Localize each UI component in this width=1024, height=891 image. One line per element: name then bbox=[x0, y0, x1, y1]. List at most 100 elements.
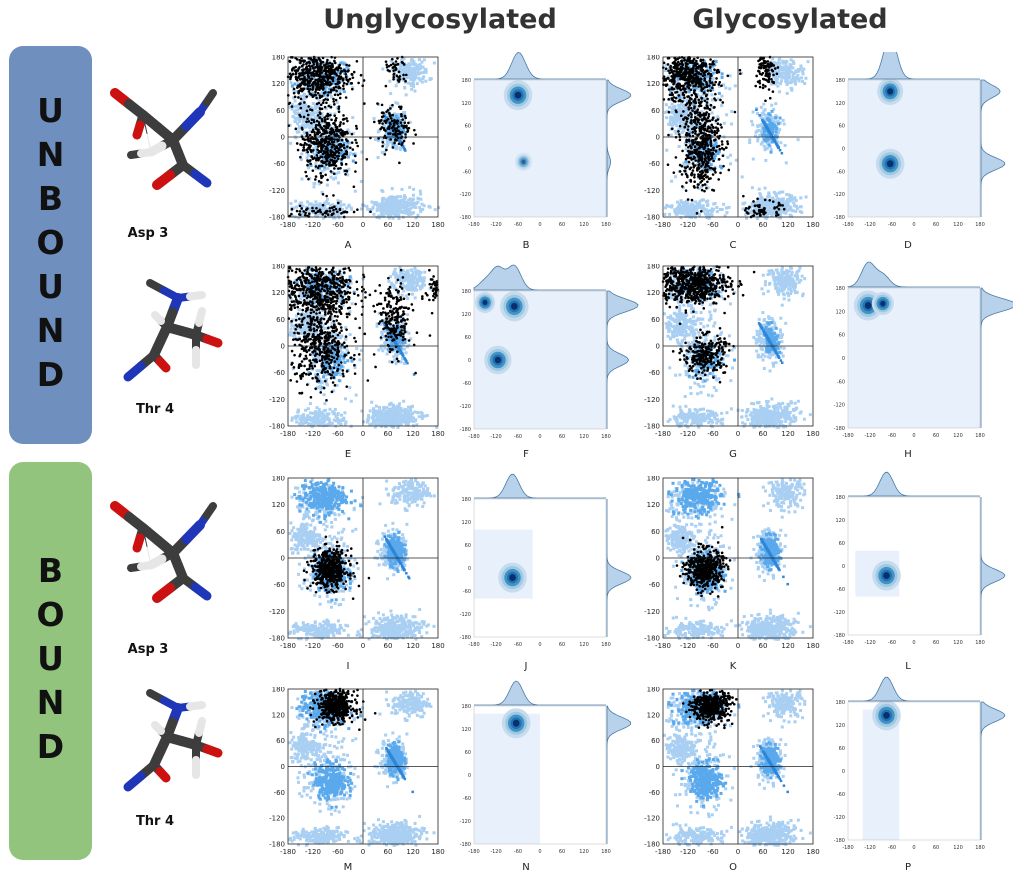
x-tick-label: 120 bbox=[406, 848, 419, 856]
y-tick-label: 180 bbox=[461, 78, 471, 84]
y-tick-label: 120 bbox=[272, 80, 285, 88]
y-tick-label: -180 bbox=[834, 426, 845, 432]
y-tick-label: -180 bbox=[460, 427, 471, 433]
y-tick-label: -180 bbox=[269, 635, 285, 643]
x-tick-label: 60 bbox=[384, 642, 393, 650]
x-tick-label: -60 bbox=[888, 222, 896, 228]
y-tick-label: -60 bbox=[274, 581, 285, 589]
x-tick-label: 0 bbox=[361, 221, 365, 229]
x-tick-label: 180 bbox=[806, 848, 819, 856]
y-tick-label: 180 bbox=[647, 687, 660, 694]
y-tick-label: -180 bbox=[834, 215, 845, 221]
x-tick-label: 180 bbox=[601, 642, 611, 648]
band-letter: D bbox=[37, 354, 64, 395]
x-tick-label: 180 bbox=[806, 642, 819, 650]
kde-plot-l: -180 180 -120 120 -60 60 0 0 60 -60 120 -120 180 -180 bbox=[834, 471, 1006, 646]
y-tick-label: 120 bbox=[461, 101, 471, 107]
x-tick-label: -60 bbox=[332, 642, 343, 650]
x-tick-label: 120 bbox=[953, 433, 963, 439]
y-tick-label: 60 bbox=[651, 316, 660, 324]
x-tick-label: -120 bbox=[864, 433, 875, 439]
panel-letter-n: N bbox=[516, 862, 536, 873]
molecule-label: Thr 4 bbox=[115, 814, 195, 829]
x-tick-label: 0 bbox=[538, 642, 541, 648]
panel-letter-e: E bbox=[338, 449, 358, 460]
x-tick-label: -60 bbox=[888, 845, 896, 851]
x-tick-label: 180 bbox=[431, 848, 444, 856]
y-tick-label: 60 bbox=[276, 316, 285, 324]
x-tick-label: -180 bbox=[655, 848, 671, 856]
y-tick-label: -60 bbox=[837, 169, 845, 175]
x-tick-label: -180 bbox=[842, 222, 853, 228]
y-tick-label: 60 bbox=[276, 737, 285, 745]
panel-letter-d: D bbox=[898, 240, 918, 251]
x-tick-label: -60 bbox=[707, 642, 718, 650]
y-tick-label: 0 bbox=[656, 343, 660, 351]
band-letter: B bbox=[38, 178, 63, 219]
x-tick-label: 120 bbox=[953, 640, 963, 646]
panel-letter-f: F bbox=[516, 449, 536, 460]
x-tick-label: 60 bbox=[759, 430, 768, 438]
x-tick-label: 60 bbox=[559, 222, 565, 228]
x-tick-label: 0 bbox=[538, 434, 541, 440]
x-tick-label: -180 bbox=[468, 434, 479, 440]
band-letter: B bbox=[38, 550, 63, 591]
y-tick-label: -180 bbox=[644, 841, 660, 849]
panel-letter-i: I bbox=[338, 661, 358, 672]
panel-letter-k: K bbox=[723, 661, 743, 672]
y-tick-label: 0 bbox=[842, 769, 845, 775]
y-tick-label: -120 bbox=[834, 403, 845, 409]
y-tick-label: -60 bbox=[649, 369, 660, 377]
kde-plot-h: -180 180 -120 120 -60 60 0 0 60 -60 120 -120 180 -180 bbox=[834, 261, 1013, 439]
kde-plot-d: -180 180 -120 120 -60 60 0 0 60 -60 120 -120 180 -180 bbox=[834, 52, 1006, 228]
y-tick-label: -60 bbox=[649, 581, 660, 589]
y-tick-label: 60 bbox=[465, 543, 471, 549]
y-tick-label: -60 bbox=[649, 160, 660, 168]
x-tick-label: 180 bbox=[975, 845, 985, 851]
x-tick-label: 0 bbox=[736, 221, 740, 229]
thr-molecule-icon bbox=[123, 689, 223, 792]
band-letter: O bbox=[36, 594, 64, 635]
x-tick-label: 180 bbox=[975, 640, 985, 646]
x-tick-label: 120 bbox=[579, 222, 589, 228]
x-tick-label: 60 bbox=[384, 430, 393, 438]
y-tick-label: -60 bbox=[463, 381, 471, 387]
x-tick-label: -60 bbox=[888, 640, 896, 646]
x-tick-label: -180 bbox=[842, 433, 853, 439]
panel-letter-h: H bbox=[898, 449, 918, 460]
y-tick-label: 180 bbox=[647, 55, 660, 62]
y-tick-label: 180 bbox=[461, 289, 471, 295]
y-tick-label: -60 bbox=[837, 792, 845, 798]
y-tick-label: -120 bbox=[644, 396, 660, 404]
x-tick-label: 120 bbox=[781, 848, 794, 856]
x-tick-label: -120 bbox=[680, 430, 696, 438]
x-tick-label: 60 bbox=[559, 849, 565, 855]
x-tick-label: -180 bbox=[655, 221, 671, 229]
y-tick-label: 180 bbox=[647, 476, 660, 483]
band-letter: N bbox=[37, 134, 65, 175]
x-tick-label: 60 bbox=[933, 640, 939, 646]
y-tick-label: -180 bbox=[269, 423, 285, 431]
band-letter: U bbox=[37, 266, 64, 307]
y-tick-label: -120 bbox=[644, 608, 660, 616]
kde-plot-b: -180 180 -120 120 -60 60 0 0 60 -60 120 -120 180 -180 bbox=[460, 52, 632, 228]
x-tick-label: 60 bbox=[759, 221, 768, 229]
y-tick-label: 60 bbox=[839, 124, 845, 130]
y-tick-label: 0 bbox=[842, 356, 845, 362]
y-tick-label: 120 bbox=[461, 520, 471, 526]
bound-band bbox=[9, 462, 92, 860]
y-tick-label: 120 bbox=[461, 727, 471, 733]
y-tick-label: 120 bbox=[647, 711, 660, 719]
y-tick-label: 180 bbox=[272, 476, 285, 483]
y-tick-label: 120 bbox=[647, 501, 660, 509]
y-tick-label: -120 bbox=[644, 815, 660, 823]
y-tick-label: -120 bbox=[644, 187, 660, 195]
y-tick-label: 0 bbox=[842, 564, 845, 570]
kde-plot-p: -180 180 -120 120 -60 60 0 0 60 -60 120 -120 180 -180 bbox=[834, 676, 1006, 851]
y-tick-label: -180 bbox=[834, 838, 845, 844]
x-tick-label: 0 bbox=[361, 642, 365, 650]
y-tick-label: 60 bbox=[839, 333, 845, 339]
kde-plot-j: -180 180 -120 120 -60 60 0 0 60 -60 120 -120 180 -180 bbox=[460, 473, 632, 648]
x-tick-label: -120 bbox=[864, 845, 875, 851]
x-tick-label: -180 bbox=[468, 642, 479, 648]
